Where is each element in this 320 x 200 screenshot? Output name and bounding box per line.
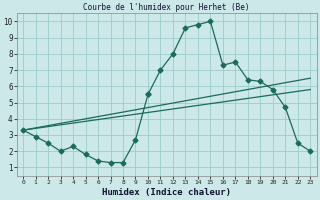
Title: Courbe de l'humidex pour Herhet (Be): Courbe de l'humidex pour Herhet (Be)	[84, 3, 250, 12]
X-axis label: Humidex (Indice chaleur): Humidex (Indice chaleur)	[102, 188, 231, 197]
